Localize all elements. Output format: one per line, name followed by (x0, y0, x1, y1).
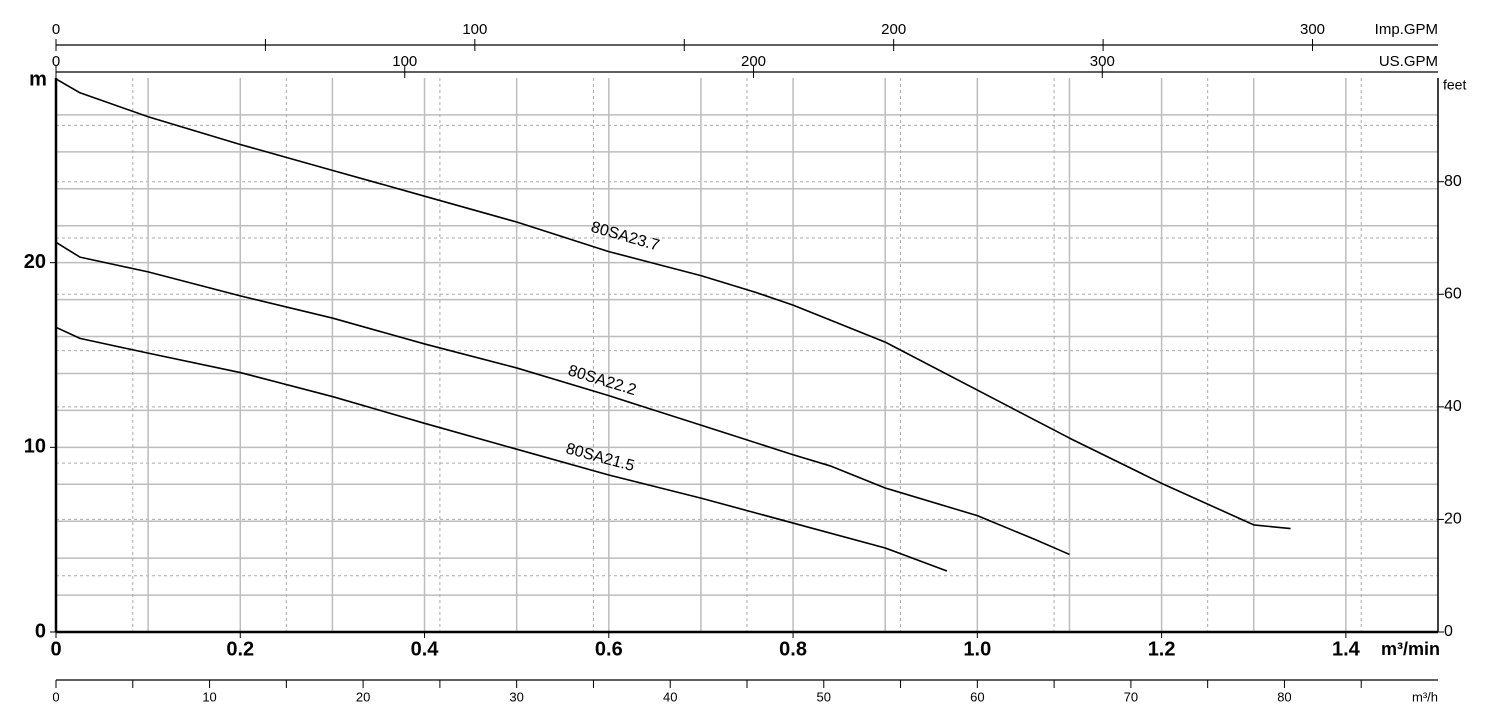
tick-label: 100 (392, 53, 417, 70)
tick-label: 40 (663, 689, 677, 704)
tick-label: 0 (52, 53, 60, 70)
y-tick-label: 10 (24, 436, 46, 458)
y-tick-label: 0 (35, 620, 46, 642)
tick-label: 200 (741, 53, 766, 70)
tick-label: 200 (881, 21, 906, 38)
tick-label: 80 (1277, 689, 1291, 704)
x-tick-label: 0.8 (779, 638, 807, 660)
tick-label: 10 (202, 689, 216, 704)
tick-label: 20 (356, 689, 370, 704)
curve (55, 241, 1070, 556)
curve-label: 80SA21.5 (564, 440, 636, 475)
y2-tick-label: 0 (1444, 623, 1453, 640)
axis-label: US.GPM (1379, 53, 1438, 70)
y2-tick-label: 60 (1444, 285, 1462, 302)
x-tick-label: 0.4 (411, 638, 440, 660)
x-axis-label: m³/min (1381, 639, 1440, 659)
tick-label: 0 (52, 689, 59, 704)
tick-label: 300 (1090, 53, 1115, 70)
tick-label: 30 (509, 689, 523, 704)
tick-label: 100 (462, 21, 487, 38)
y2-tick-label: 80 (1444, 173, 1462, 190)
y2-tick-label: 40 (1444, 398, 1462, 415)
tick-label: 0 (52, 21, 60, 38)
axis-label: m³/h (1412, 689, 1438, 704)
tick-label: 60 (970, 689, 984, 704)
curve (55, 78, 1291, 530)
x-tick-label: 1.0 (963, 638, 991, 660)
curve (55, 326, 948, 572)
x-tick-label: 0.6 (595, 638, 623, 660)
tick-label: 50 (817, 689, 831, 704)
axis-label: Imp.GPM (1375, 21, 1438, 38)
x-tick-label: 1.2 (1148, 638, 1176, 660)
y-tick-label: 20 (24, 251, 46, 273)
y2-axis-label: feet (1443, 77, 1466, 93)
tick-label: 300 (1300, 21, 1325, 38)
x-tick-label: 0 (50, 638, 61, 660)
y-axis-label: m (29, 68, 47, 90)
x-tick-label: 0.2 (226, 638, 254, 660)
y2-tick-label: 20 (1444, 511, 1462, 528)
tick-label: 70 (1124, 689, 1138, 704)
x-tick-label: 1.4 (1332, 638, 1361, 660)
